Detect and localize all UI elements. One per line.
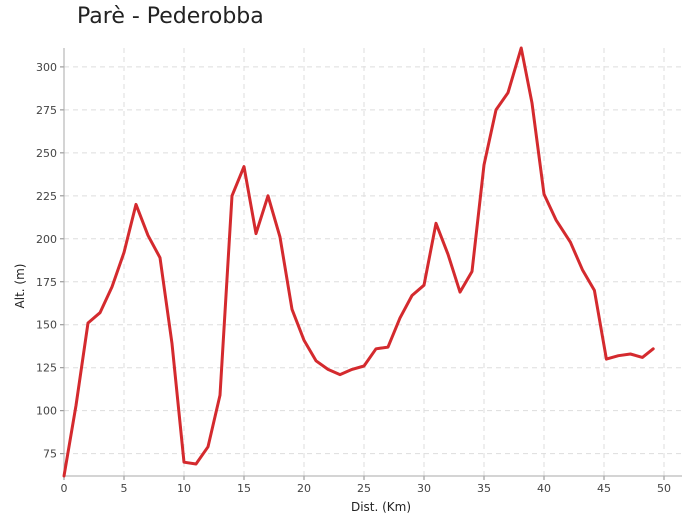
grid-lines: [64, 48, 682, 476]
axes: 0 5 10 15 20 25 30 35 40 45 50 75 100 125 150 175 200 225…: [36, 48, 682, 495]
x-tick-label: 40: [537, 482, 551, 495]
y-tick-label: 100: [36, 405, 57, 418]
x-tick-label: 20: [297, 482, 311, 495]
y-tick-label: 125: [36, 362, 57, 375]
x-tick-label: 35: [477, 482, 491, 495]
y-tick-label: 275: [36, 104, 57, 117]
x-tick-label: 50: [657, 482, 671, 495]
x-tick-label: 0: [61, 482, 68, 495]
y-tick-label: 300: [36, 61, 57, 74]
y-axis-label: Alt. (m): [13, 264, 27, 309]
chart-title: Parè - Pederobba: [77, 4, 264, 29]
x-tick-label: 5: [121, 482, 128, 495]
x-axis-label: Dist. (Km): [351, 500, 411, 514]
x-tick-label: 45: [597, 482, 611, 495]
y-tick-label: 175: [36, 276, 57, 289]
x-tick-label: 10: [177, 482, 191, 495]
axis-labels: Dist. (Km) Alt. (m): [13, 264, 411, 514]
x-tick-label: 15: [237, 482, 251, 495]
x-tick-label: 25: [357, 482, 371, 495]
y-tick-label: 225: [36, 190, 57, 203]
y-tick-label: 150: [36, 319, 57, 332]
y-tick-label: 250: [36, 147, 57, 160]
y-tick-label: 200: [36, 233, 57, 246]
elevation-series-line: [62, 46, 655, 478]
y-tick-label: 75: [43, 448, 57, 461]
x-tick-label: 30: [417, 482, 431, 495]
series-layer: [62, 46, 655, 478]
